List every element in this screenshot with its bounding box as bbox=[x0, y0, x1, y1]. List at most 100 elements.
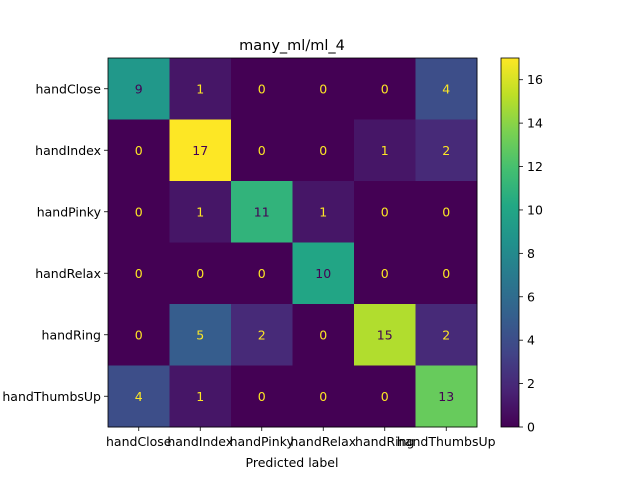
cell-value-label: 0 bbox=[381, 266, 389, 281]
heatmap-cell bbox=[169, 304, 232, 366]
heatmap-cell bbox=[354, 304, 416, 366]
cell-value-label: 5 bbox=[196, 327, 204, 342]
cell-value-label: 1 bbox=[196, 389, 204, 404]
heatmap-cell bbox=[169, 58, 232, 120]
heatmap-cell bbox=[415, 242, 478, 305]
cell-value-label: 0 bbox=[258, 266, 266, 281]
y-tick-label: handIndex bbox=[35, 143, 101, 158]
heatmap-cell bbox=[231, 119, 293, 182]
cell-value-label: 0 bbox=[196, 266, 204, 281]
cell-value-label: 0 bbox=[135, 143, 143, 158]
heatmap-cell bbox=[354, 119, 416, 182]
x-tick-label: handThumbsUp bbox=[397, 434, 496, 449]
colorbar: 0 2 4 6 8 10 12 14 16 bbox=[500, 57, 543, 435]
cell-value-label: 11 bbox=[254, 204, 270, 219]
heatmap-cell bbox=[354, 58, 416, 120]
heatmap-cell bbox=[231, 58, 293, 120]
heatmap-cell bbox=[415, 181, 478, 243]
x-tick-label: handRelax bbox=[290, 434, 356, 449]
cell-value-label: 13 bbox=[438, 389, 454, 404]
cell-value-label: 2 bbox=[442, 327, 450, 342]
heatmap-cell bbox=[231, 242, 293, 305]
heatmap-cell bbox=[108, 119, 170, 182]
cell-value-label: 0 bbox=[381, 204, 389, 219]
x-axis: handClosehandIndexhandPinkyhandRelaxhand… bbox=[106, 57, 496, 449]
cell-value-label: 0 bbox=[381, 389, 389, 404]
heatmap-cell bbox=[354, 181, 416, 243]
colorbar-tick-label: 2 bbox=[527, 376, 535, 391]
heatmap-cell bbox=[415, 304, 478, 366]
cell-value-label: 0 bbox=[258, 389, 266, 404]
cell-value-label: 0 bbox=[319, 327, 327, 342]
x-axis-label: Predicted label bbox=[246, 455, 339, 470]
y-tick-label: handClose bbox=[36, 81, 102, 96]
x-tick-label: handRing bbox=[355, 434, 414, 449]
heatmap-cell bbox=[169, 365, 232, 428]
heatmap-cell bbox=[415, 365, 478, 428]
cell-value-label: 0 bbox=[258, 143, 266, 158]
cell-value-label: 0 bbox=[319, 81, 327, 96]
colorbar-tick-label: 14 bbox=[527, 116, 543, 131]
heatmap-cell bbox=[354, 365, 416, 428]
heatmap-cell bbox=[108, 304, 170, 366]
heatmap-cell bbox=[292, 181, 355, 243]
heatmap-cell bbox=[292, 304, 355, 366]
cell-value-label: 0 bbox=[442, 204, 450, 219]
colorbar-tick-label: 10 bbox=[527, 202, 543, 217]
heatmap-cell bbox=[231, 365, 293, 428]
plot-frame bbox=[107, 57, 478, 428]
heatmap-cell bbox=[108, 242, 170, 305]
heatmap-cell bbox=[108, 365, 170, 428]
x-tick-label: handIndex bbox=[167, 434, 233, 449]
cell-value-label: 0 bbox=[381, 81, 389, 96]
cell-value-label: 1 bbox=[196, 204, 204, 219]
heatmap-cell bbox=[415, 119, 478, 182]
cell-value-label: 0 bbox=[258, 81, 266, 96]
heatmap-cell bbox=[231, 304, 293, 366]
colorbar-tick-label: 4 bbox=[527, 333, 535, 348]
cell-value-label: 0 bbox=[319, 143, 327, 158]
cell-value-label: 10 bbox=[315, 266, 331, 281]
x-tick-label: handPinky bbox=[230, 434, 295, 449]
cell-value-label: 0 bbox=[135, 204, 143, 219]
cell-value-label: 1 bbox=[319, 204, 327, 219]
y-axis: handClose handIndex handPinky handRelax hand… bbox=[2, 81, 108, 404]
cell-value-label: 0 bbox=[319, 389, 327, 404]
heatmap-cell-labels: 9 1 0 0 0 40 17 0 0 1 20 1 11 1 0 00 0 0 10 0 00 5 2 0 15 24 1 0 0 0 1… bbox=[135, 81, 454, 404]
heatmap-cell bbox=[292, 365, 355, 428]
cell-value-label: 17 bbox=[192, 143, 208, 158]
chart-title: many_ml/ml_4 bbox=[239, 38, 345, 54]
heatmap-cell bbox=[415, 58, 478, 120]
colorbar-tick-label: 6 bbox=[527, 289, 535, 304]
colorbar-tick-label: 8 bbox=[527, 246, 535, 261]
cell-value-label: 0 bbox=[442, 266, 450, 281]
colorbar-gradient bbox=[500, 57, 520, 428]
heatmap-cell bbox=[169, 181, 232, 243]
heatmap-cell bbox=[231, 181, 293, 243]
cell-value-label: 4 bbox=[135, 389, 143, 404]
cell-value-label: 2 bbox=[442, 143, 450, 158]
cell-value-label: 1 bbox=[381, 143, 389, 158]
cell-value-label: 2 bbox=[258, 327, 266, 342]
cell-value-label: 4 bbox=[442, 81, 450, 96]
heatmap-cell bbox=[292, 119, 355, 182]
y-tick-label: handPinky bbox=[37, 204, 102, 219]
cell-value-label: 1 bbox=[196, 81, 204, 96]
cell-value-label: 0 bbox=[135, 327, 143, 342]
heatmap-cell bbox=[108, 181, 170, 243]
colorbar-tick-label: 12 bbox=[527, 159, 543, 174]
y-tick-label: handRing bbox=[42, 327, 101, 342]
heatmap-cell bbox=[292, 58, 355, 120]
heatmap-cells bbox=[108, 58, 478, 428]
cell-value-label: 9 bbox=[135, 81, 143, 96]
heatmap-cell bbox=[169, 119, 232, 182]
heatmap-cell bbox=[354, 242, 416, 305]
cell-value-label: 15 bbox=[377, 327, 393, 342]
x-tick-label: handClose bbox=[106, 434, 172, 449]
y-tick-label: handRelax bbox=[35, 266, 101, 281]
colorbar-tick-label: 0 bbox=[527, 420, 535, 435]
heatmap-cell bbox=[292, 242, 355, 305]
colorbar-tick-label: 16 bbox=[527, 72, 543, 87]
y-tick-label: handThumbsUp bbox=[2, 389, 101, 404]
